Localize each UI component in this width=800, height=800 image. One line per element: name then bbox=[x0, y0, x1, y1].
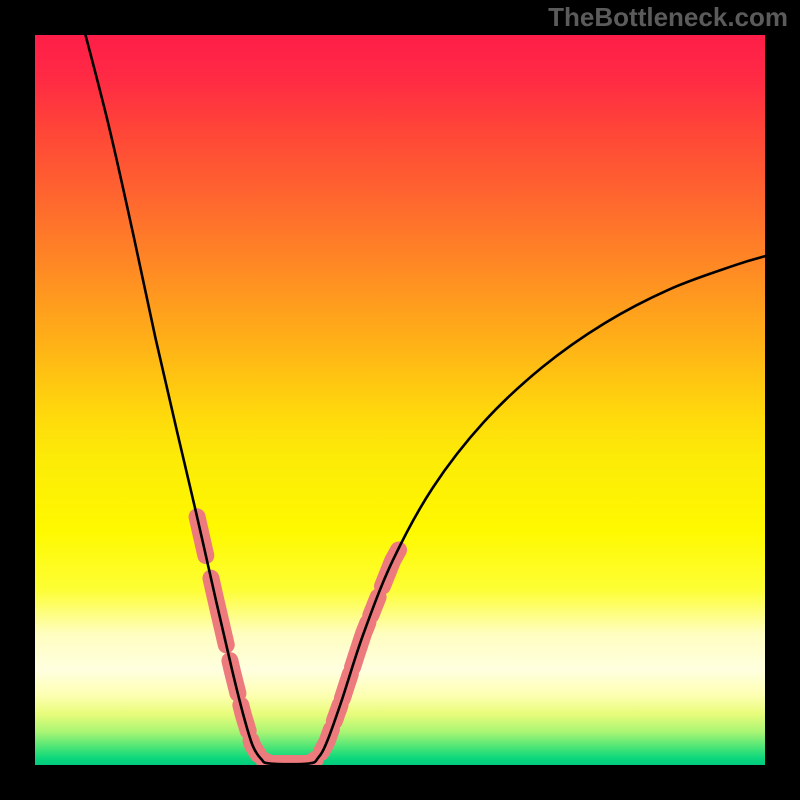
gradient-background bbox=[35, 35, 765, 765]
watermark-text: TheBottleneck.com bbox=[548, 2, 788, 33]
chart-stage: TheBottleneck.com bbox=[0, 0, 800, 800]
plot-area bbox=[35, 35, 765, 765]
plot-svg bbox=[35, 35, 765, 765]
